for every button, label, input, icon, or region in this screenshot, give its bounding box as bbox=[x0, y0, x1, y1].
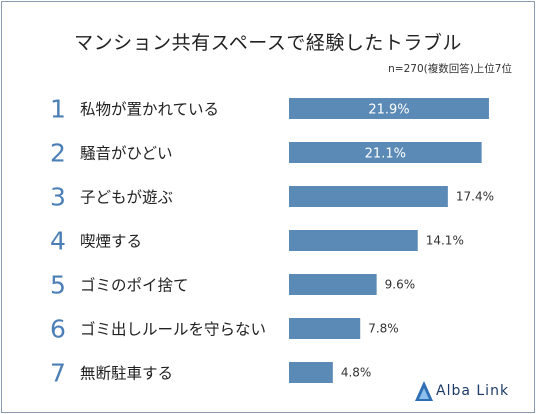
bar bbox=[289, 274, 377, 295]
value-label: 7.8% bbox=[368, 322, 399, 336]
rank-number: 7 bbox=[50, 359, 66, 388]
category-label: ゴミのポイ捨て bbox=[80, 276, 189, 295]
value-label: 21.1% bbox=[365, 147, 406, 162]
alba-link-logo: Alba Link bbox=[414, 380, 524, 406]
value-label: 21.9% bbox=[368, 103, 409, 118]
rank-number: 6 bbox=[50, 315, 66, 344]
bar bbox=[289, 142, 482, 163]
category-label: 無断駐車する bbox=[80, 365, 173, 383]
rank-number: 3 bbox=[50, 183, 66, 212]
value-label: 4.8% bbox=[341, 366, 372, 380]
category-label: 喫煙する bbox=[80, 233, 142, 251]
category-label: 騒音がひどい bbox=[80, 145, 173, 163]
rank-number: 4 bbox=[50, 227, 66, 256]
chart-subtitle: n=270(複数回答)上位7位 bbox=[388, 63, 512, 75]
rank-number: 5 bbox=[50, 271, 66, 300]
chart-title: マンション共有スペースで経験したトラブル bbox=[74, 32, 462, 54]
logo-mark-icon bbox=[415, 381, 433, 401]
bar bbox=[289, 186, 448, 207]
logo-text: Alba Link bbox=[436, 383, 510, 399]
value-label: 17.4% bbox=[456, 190, 494, 204]
category-label: ゴミ出しルールを守らない bbox=[80, 320, 266, 339]
bar bbox=[289, 230, 418, 251]
rank-number: 1 bbox=[50, 95, 66, 124]
bar bbox=[289, 362, 333, 383]
category-label: 子どもが遊ぶ bbox=[80, 189, 173, 207]
category-label: 私物が置かれている bbox=[80, 101, 219, 119]
bar bbox=[289, 318, 361, 339]
rank-number: 2 bbox=[50, 139, 66, 168]
bar bbox=[289, 98, 489, 119]
value-label: 14.1% bbox=[426, 234, 464, 248]
value-label: 9.6% bbox=[385, 278, 416, 292]
